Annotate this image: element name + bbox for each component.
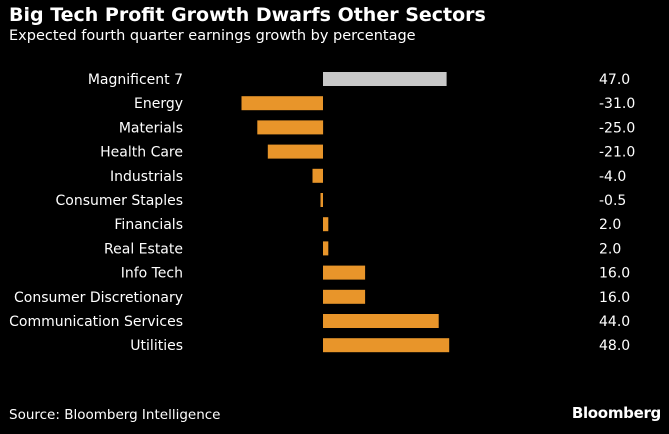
category-label-health-care: Health Care [100,145,183,161]
category-label-communication-services: Communication Services [9,314,183,330]
bar-communication-services [323,314,439,328]
bar-magnificent-7 [323,72,447,86]
bar-consumer-discretionary [323,289,366,304]
bar-real-estate [323,241,329,256]
value-label-energy: -31.0 [599,96,635,112]
value-label-info-tech: 16.0 [599,266,630,282]
category-label-consumer-discretionary: Consumer Discretionary [14,290,183,306]
category-label-real-estate: Real Estate [104,241,183,257]
value-label-financials: 2.0 [599,217,621,233]
value-label-real-estate: 2.0 [599,241,621,257]
category-label-info-tech: Info Tech [121,266,183,282]
value-label-health-care: -21.0 [599,145,635,161]
bloomberg-logo: Bloomberg [571,404,661,422]
category-label-financials: Financials [114,217,183,233]
value-label-consumer-discretionary: 16.0 [599,290,630,306]
value-label-communication-services: 44.0 [599,314,630,330]
category-label-consumer-staples: Consumer Staples [56,193,183,209]
value-label-utilities: 48.0 [599,338,630,354]
bar-utilities [323,338,450,353]
category-label-industrials: Industrials [110,169,183,185]
bar-industrials [312,168,323,183]
value-label-materials: -25.0 [599,120,635,136]
bar-financials [323,217,329,232]
bar-energy [241,96,323,111]
chart-subtitle: Expected fourth quarter earnings growth … [9,28,416,44]
category-label-energy: Energy [134,96,183,112]
value-label-consumer-staples: -0.5 [599,193,626,209]
bar-materials [257,120,324,135]
bar-info-tech [323,265,366,280]
value-label-industrials: -4.0 [599,169,626,185]
source-note: Source: Bloomberg Intelligence [9,407,221,423]
bar-consumer-staples [320,193,323,207]
value-label-magnificent-7: 47.0 [599,72,630,88]
category-label-magnificent-7: Magnificent 7 [88,72,183,88]
bar-health-care [267,144,323,159]
category-label-materials: Materials [119,120,183,136]
chart-title: Big Tech Profit Growth Dwarfs Other Sect… [9,4,486,26]
category-label-utilities: Utilities [130,338,183,354]
